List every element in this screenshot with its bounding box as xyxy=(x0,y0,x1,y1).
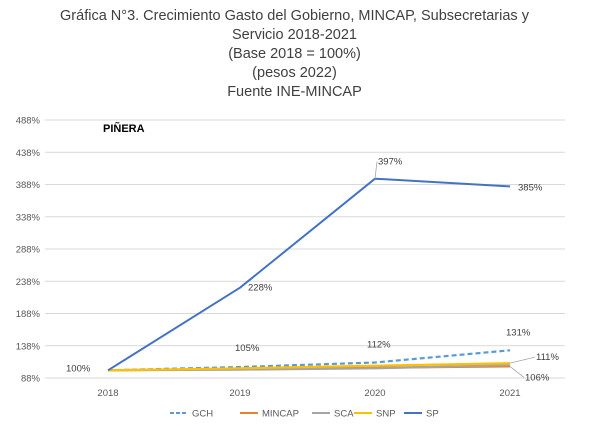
y-tick-label: 238% xyxy=(16,277,41,288)
data-label: 385% xyxy=(518,182,543,193)
data-label: 111% xyxy=(536,352,559,363)
y-tick-label: 188% xyxy=(16,309,41,320)
legend-label-sca: SCA xyxy=(334,409,354,420)
data-label: 112% xyxy=(367,340,391,351)
chart-title-line-2: Servicio 2018-2021 xyxy=(232,27,357,43)
annotation-pinera: PIÑERA xyxy=(103,122,145,135)
data-label: 100% xyxy=(66,363,91,374)
data-label: 228% xyxy=(248,283,273,294)
y-tick-label: 338% xyxy=(16,212,41,223)
data-label: 131% xyxy=(506,327,531,338)
legend-label-mincap: MINCAP xyxy=(262,409,299,420)
leader-line xyxy=(509,356,536,364)
x-tick-label: 2018 xyxy=(97,388,118,399)
chart-title-line-3: (Base 2018 = 100%) xyxy=(228,46,361,62)
y-tick-label: 88% xyxy=(21,374,41,385)
data-label: 106% xyxy=(525,372,550,383)
y-tick-label: 288% xyxy=(16,245,41,256)
x-tick-label: 2021 xyxy=(499,388,520,399)
leader-line xyxy=(509,366,525,378)
x-tick-label: 2019 xyxy=(229,388,250,399)
x-tick-label: 2020 xyxy=(364,388,385,399)
y-tick-label: 138% xyxy=(16,341,41,352)
legend-label-sp: SP xyxy=(426,409,439,420)
chart-title-line-4: (pesos 2022) xyxy=(252,65,337,81)
chart-title-line-5: Fuente INE-MINCAP xyxy=(227,84,362,100)
series-line-snp xyxy=(107,362,511,372)
series-line-sp xyxy=(107,177,511,372)
data-label: 105% xyxy=(235,343,260,354)
legend-label-gch: GCH xyxy=(192,409,213,420)
y-tick-label: 388% xyxy=(16,180,41,191)
data-label: 397% xyxy=(378,157,403,168)
chart-title-line-1: Gráfica N°3. Crecimiento Gasto del Gobie… xyxy=(60,8,529,24)
y-tick-label: 438% xyxy=(16,148,41,159)
leader-line xyxy=(374,161,378,179)
legend-label-snp: SNP xyxy=(376,409,396,420)
y-tick-label: 488% xyxy=(16,116,41,127)
